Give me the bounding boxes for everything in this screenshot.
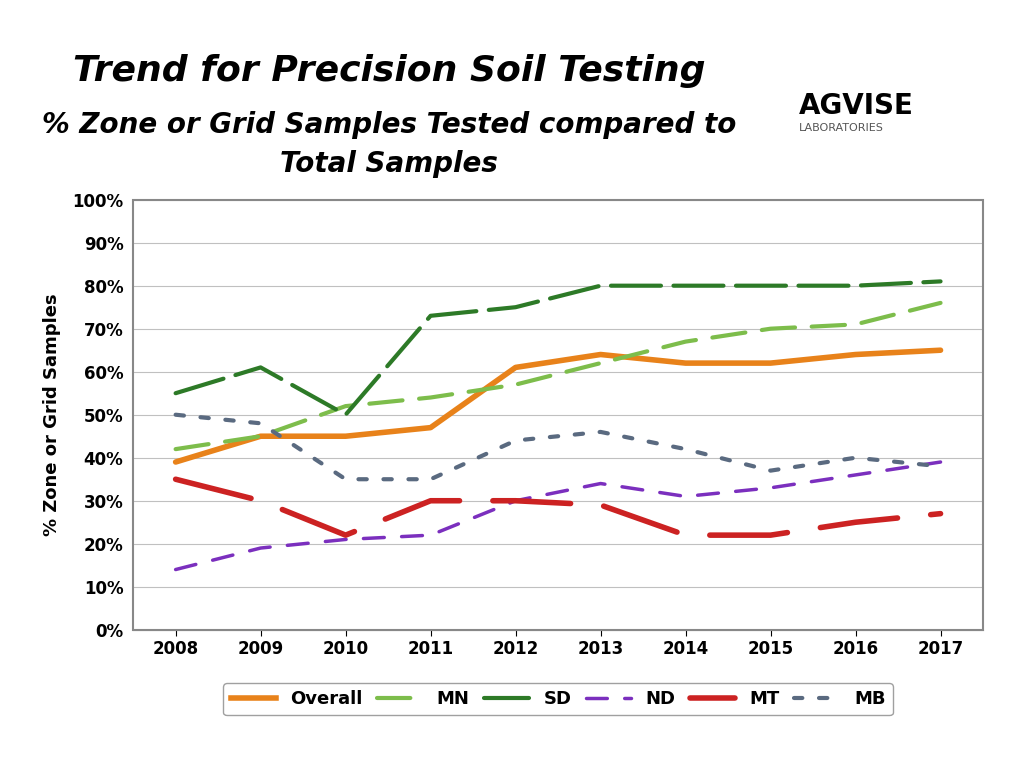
Text: LABORATORIES: LABORATORIES [799,123,884,133]
Text: Total Samples: Total Samples [281,150,498,177]
Y-axis label: % Zone or Grid Samples: % Zone or Grid Samples [43,293,61,536]
Legend: Overall, MN, SD, ND, MT, MB: Overall, MN, SD, ND, MT, MB [223,683,893,715]
Text: Trend for Precision Soil Testing: Trend for Precision Soil Testing [73,54,706,88]
Text: AGVISE: AGVISE [799,92,913,120]
Text: % Zone or Grid Samples Tested compared to: % Zone or Grid Samples Tested compared t… [42,111,736,139]
